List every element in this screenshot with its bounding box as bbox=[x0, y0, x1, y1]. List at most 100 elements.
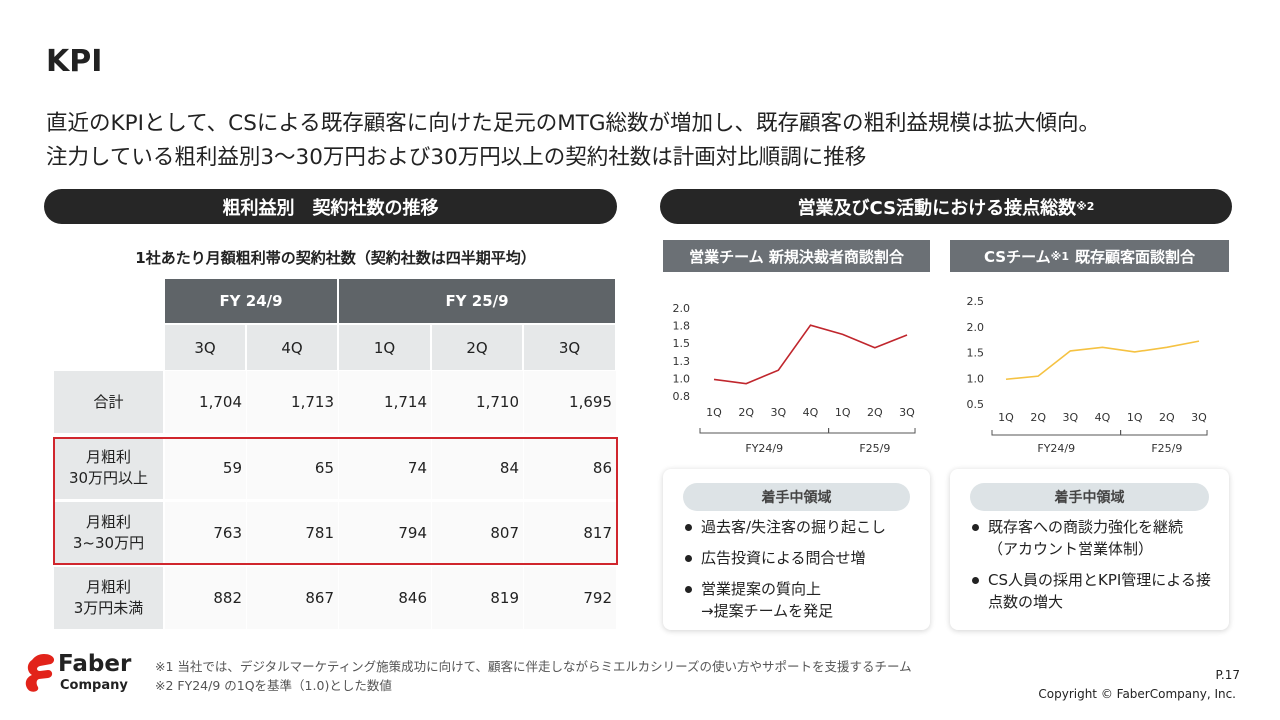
group-bracket bbox=[699, 428, 830, 434]
bullet-text: 既存客への商談力強化を継続 bbox=[988, 518, 1184, 536]
x-tick-label: 3Q bbox=[1063, 411, 1079, 424]
group-bracket bbox=[1120, 430, 1208, 436]
y-tick-label: 0.8 bbox=[673, 390, 691, 403]
bullet-text: （アカウント営業体制） bbox=[988, 540, 1154, 558]
cell: 59 bbox=[165, 437, 246, 499]
x-tick-label: 2Q bbox=[1030, 411, 1046, 424]
x-tick-label: 4Q bbox=[803, 406, 819, 419]
cell: 86 bbox=[524, 437, 616, 499]
y-tick-label: 2.0 bbox=[673, 302, 691, 315]
x-tick-label: 1Q bbox=[998, 411, 1014, 424]
group-label: F25/9 bbox=[859, 442, 890, 455]
x-tick-label: 2Q bbox=[1159, 411, 1175, 424]
cell: 807 bbox=[432, 502, 523, 564]
footnote: ※1 当社では、デジタルマーケティング施策成功に向けて、顧客に伴走しながらミエル… bbox=[155, 659, 912, 674]
chart-title: 営業チーム 新規決裁者商談割合 bbox=[663, 240, 930, 272]
cell: 794 bbox=[339, 502, 431, 564]
x-tick-label: 3Q bbox=[899, 406, 915, 419]
column-header: 3Q bbox=[524, 325, 615, 370]
y-tick-label: 1.3 bbox=[673, 355, 691, 368]
chart-title-text: CSチーム bbox=[983, 247, 1051, 266]
slide-title: KPI bbox=[46, 44, 103, 79]
cell: 84 bbox=[432, 437, 523, 499]
bullet bbox=[685, 524, 692, 531]
lead-line: 直近のKPIとして、CSによる既存顧客に向けた足元のMTG総数が増加し、既存顧客… bbox=[46, 111, 1101, 136]
group-label: FY24/9 bbox=[745, 442, 783, 455]
column-header: 4Q bbox=[247, 325, 337, 370]
bullet-text: 営業提案の質向上 bbox=[701, 580, 822, 598]
cell: 1,714 bbox=[339, 371, 431, 433]
column-header: 3Q bbox=[165, 325, 245, 370]
section-heading: 粗利益別 契約社数の推移 bbox=[44, 189, 617, 224]
x-tick-label: 2Q bbox=[867, 406, 883, 419]
focus-box-heading: 着手中領域 bbox=[683, 483, 910, 511]
row-label-line: 3~30万円 bbox=[72, 534, 145, 552]
cell: 846 bbox=[339, 567, 431, 629]
page-number: P.17 bbox=[1215, 668, 1240, 682]
y-tick-label: 1.5 bbox=[967, 347, 985, 360]
cell: 1,710 bbox=[432, 371, 523, 433]
cell: 1,695 bbox=[524, 371, 616, 433]
cell: 781 bbox=[247, 502, 338, 564]
chart-title: CSチーム ※1 既存顧客面談割合 bbox=[950, 240, 1229, 272]
table-caption: 1社あたり月額粗利帯の契約社数（契約社数は四半期平均） bbox=[135, 249, 536, 267]
row-label: 月粗利 30万円以上 bbox=[54, 437, 163, 499]
cell: 1,713 bbox=[247, 371, 338, 433]
y-tick-label: 1.8 bbox=[673, 320, 691, 333]
logo-text: Company bbox=[60, 678, 128, 693]
group-bracket bbox=[828, 428, 916, 434]
bullet-text: 広告投資による問合せ増 bbox=[701, 549, 866, 567]
y-tick-label: 2.0 bbox=[967, 321, 985, 334]
cell: 819 bbox=[432, 567, 523, 629]
cell: 882 bbox=[165, 567, 246, 629]
group-header: FY 25/9 bbox=[339, 279, 615, 323]
focus-box-heading: 着手中領域 bbox=[970, 483, 1209, 511]
heading-text: 営業及びCS活動における接点総数 bbox=[797, 197, 1077, 219]
cell: 74 bbox=[339, 437, 431, 499]
column-header: 1Q bbox=[339, 325, 430, 370]
cell: 867 bbox=[247, 567, 338, 629]
column-header: 2Q bbox=[432, 325, 522, 370]
row-label-line: 月粗利 bbox=[85, 448, 131, 466]
bullet-text: 点数の増大 bbox=[988, 593, 1064, 611]
cell: 65 bbox=[247, 437, 338, 499]
y-tick-label: 1.5 bbox=[673, 337, 691, 350]
group-header: FY 24/9 bbox=[165, 279, 337, 323]
cell: 1,704 bbox=[165, 371, 246, 433]
highlight-frame bbox=[53, 437, 618, 565]
row-label-line: 30万円以上 bbox=[68, 469, 149, 487]
lead-line: 注力している粗利益別3〜30万円および30万円以上の契約社数は計画対比順調に推移 bbox=[46, 145, 867, 170]
section-heading: 営業及びCS活動における接点総数 ※2 bbox=[660, 189, 1232, 224]
row-label: 合計 bbox=[54, 371, 163, 433]
footnote: ※2 FY24/9 の1Qを基準（1.0)とした数値 bbox=[155, 678, 392, 693]
group-label: FY24/9 bbox=[1037, 442, 1075, 455]
heading-text: 粗利益別 契約社数の推移 bbox=[222, 197, 439, 219]
chart-title-text: 営業チーム 新規決裁者商談割合 bbox=[689, 247, 904, 266]
bullet-text: CS人員の採用とKPI管理による接 bbox=[988, 571, 1211, 589]
data-line bbox=[713, 324, 908, 385]
x-tick-label: 1Q bbox=[835, 406, 851, 419]
group-bracket bbox=[991, 430, 1122, 436]
y-tick-label: 1.0 bbox=[673, 372, 691, 385]
y-tick-label: 2.5 bbox=[967, 295, 985, 308]
chart-title-note: ※1 bbox=[1050, 249, 1069, 263]
row-label-line: 合計 bbox=[93, 392, 124, 411]
cell: 792 bbox=[524, 567, 616, 629]
y-tick-label: 0.5 bbox=[967, 398, 985, 411]
logo-text: Faber bbox=[58, 651, 132, 677]
data-line bbox=[1005, 340, 1200, 381]
row-label-line: 3万円未満 bbox=[73, 599, 144, 617]
cell: 817 bbox=[524, 502, 616, 564]
bullet bbox=[685, 555, 692, 562]
logo-mark bbox=[25, 654, 55, 692]
row-label-line: 月粗利 bbox=[85, 513, 131, 531]
bullet-text: →提案チームを発足 bbox=[701, 602, 834, 620]
y-tick-label: 1.0 bbox=[967, 372, 985, 385]
bullet bbox=[972, 524, 979, 531]
x-tick-label: 2Q bbox=[738, 406, 754, 419]
heading-note: ※2 bbox=[1076, 200, 1095, 213]
x-tick-label: 3Q bbox=[771, 406, 787, 419]
bullet-text: 過去客/失注客の掘り起こし bbox=[701, 518, 887, 536]
